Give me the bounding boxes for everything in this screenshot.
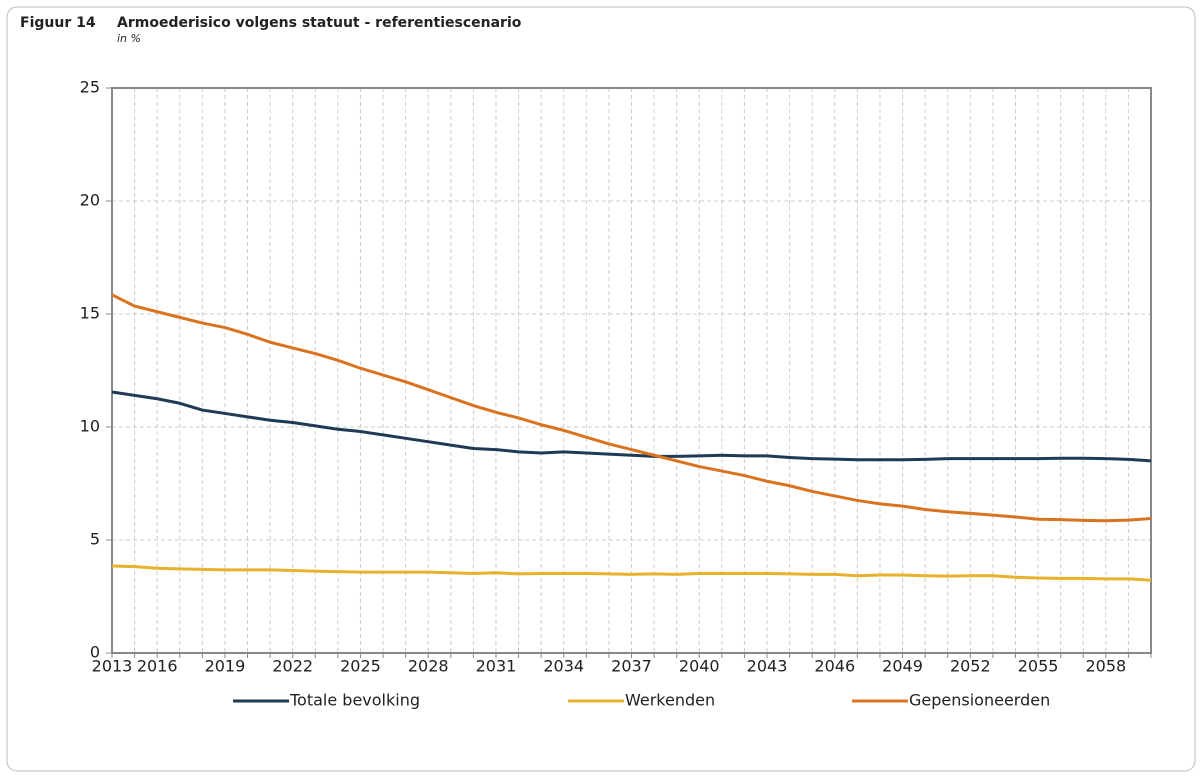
legend-label: Werkenden xyxy=(625,691,715,710)
figure-label: Figuur 14 xyxy=(20,15,96,31)
x-tick-label: 2019 xyxy=(205,657,246,676)
y-tick-label: 5 xyxy=(90,530,100,549)
legend-label: Totale bevolking xyxy=(289,691,420,710)
frame xyxy=(6,6,1196,772)
x-tick-label: 2052 xyxy=(950,657,991,676)
x-tick-label: 2013 xyxy=(92,657,133,676)
x-tick-label: 2037 xyxy=(611,657,652,676)
y-tick-label: 15 xyxy=(80,304,100,323)
x-tick-label: 2040 xyxy=(679,657,720,676)
x-tick-label: 2031 xyxy=(476,657,517,676)
x-tick-label: 2028 xyxy=(408,657,449,676)
y-tick-label: 25 xyxy=(80,78,100,97)
x-tick-label: 2055 xyxy=(1018,657,1059,676)
y-tick-label: 10 xyxy=(80,417,100,436)
series-line xyxy=(111,293,1152,523)
x-tick-label: 2034 xyxy=(543,657,584,676)
legend-label: Gepensioneerden xyxy=(909,691,1050,710)
x-tick-label: 2022 xyxy=(272,657,313,676)
series-line xyxy=(111,390,1152,463)
y-tick-label: 0 xyxy=(90,643,100,662)
x-tick-label: 2049 xyxy=(882,657,923,676)
x-tick-label: 2043 xyxy=(747,657,788,676)
series-line xyxy=(111,564,1152,582)
x-tick-label: 2025 xyxy=(340,657,381,676)
chart-subtitle: in % xyxy=(117,32,141,45)
y-tick-label: 20 xyxy=(80,191,100,210)
x-tick-label: 2058 xyxy=(1085,657,1126,676)
chart-title: Armoederisico volgens statuut - referent… xyxy=(117,15,522,31)
x-tick-label: 2046 xyxy=(814,657,855,676)
x-tick-label: 2016 xyxy=(137,657,178,676)
